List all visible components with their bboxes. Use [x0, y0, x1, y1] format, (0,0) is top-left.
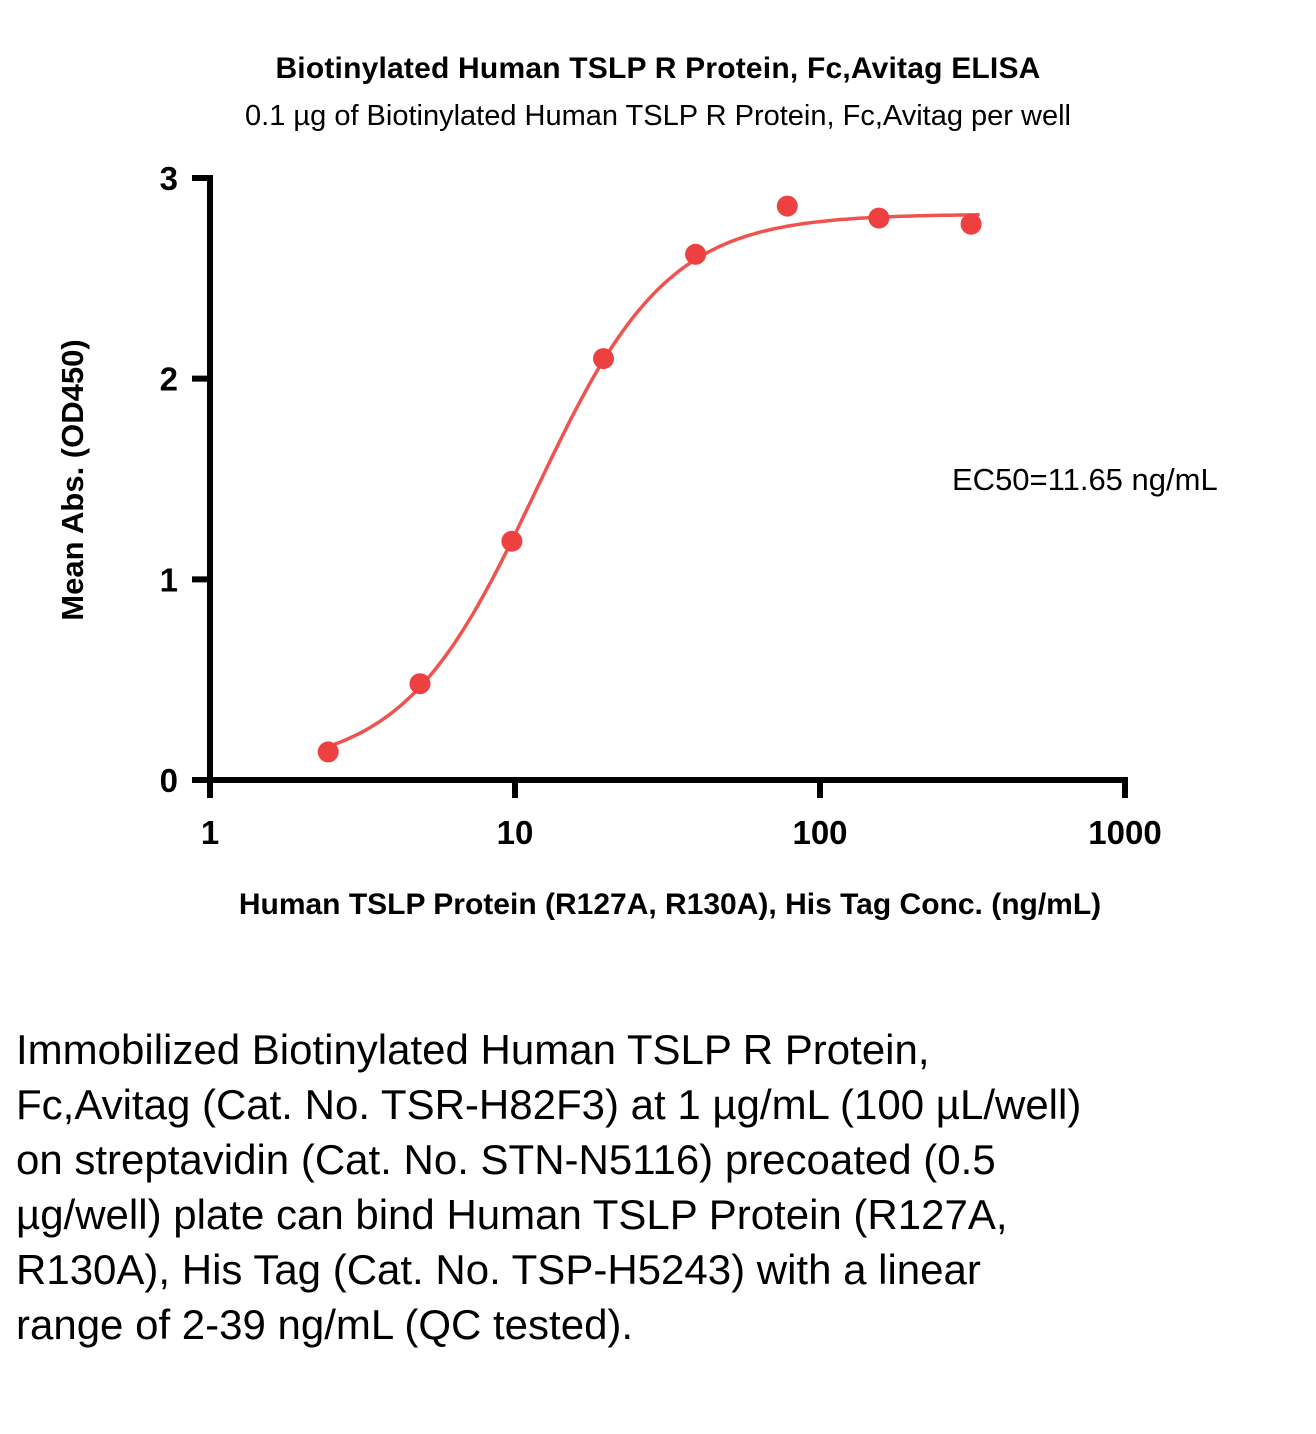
- data-point: [317, 741, 339, 763]
- data-point: [409, 673, 431, 695]
- fit-curve: [321, 213, 980, 750]
- y-tick-label: 1: [160, 561, 178, 598]
- ec50-annotation: EC50=11.65 ng/mL: [952, 462, 1218, 497]
- x-tick-label: 1: [201, 814, 219, 851]
- chart-title: Biotinylated Human TSLP R Protein, Fc,Av…: [275, 52, 1041, 85]
- x-axis-label: Human TSLP Protein (R127A, R130A), His T…: [238, 888, 1102, 921]
- data-point: [685, 243, 707, 265]
- data-point: [868, 207, 890, 229]
- x-tick-label: 10: [497, 814, 534, 851]
- data-point: [960, 213, 982, 235]
- x-tick-label: 1000: [1088, 814, 1161, 851]
- chart-subtitle: 0.1 µg of Biotinylated Human TSLP R Prot…: [245, 100, 1071, 132]
- data-point: [593, 348, 614, 370]
- data-point: [776, 195, 798, 217]
- x-tick-label: 100: [792, 814, 847, 851]
- y-tick-label: 3: [160, 160, 178, 197]
- data-point: [501, 530, 523, 552]
- figure-description: Immobilized Biotinylated Human TSLP R Pr…: [16, 1026, 1082, 1348]
- y-tick-label: 0: [160, 762, 178, 799]
- y-tick-label: 2: [160, 361, 178, 398]
